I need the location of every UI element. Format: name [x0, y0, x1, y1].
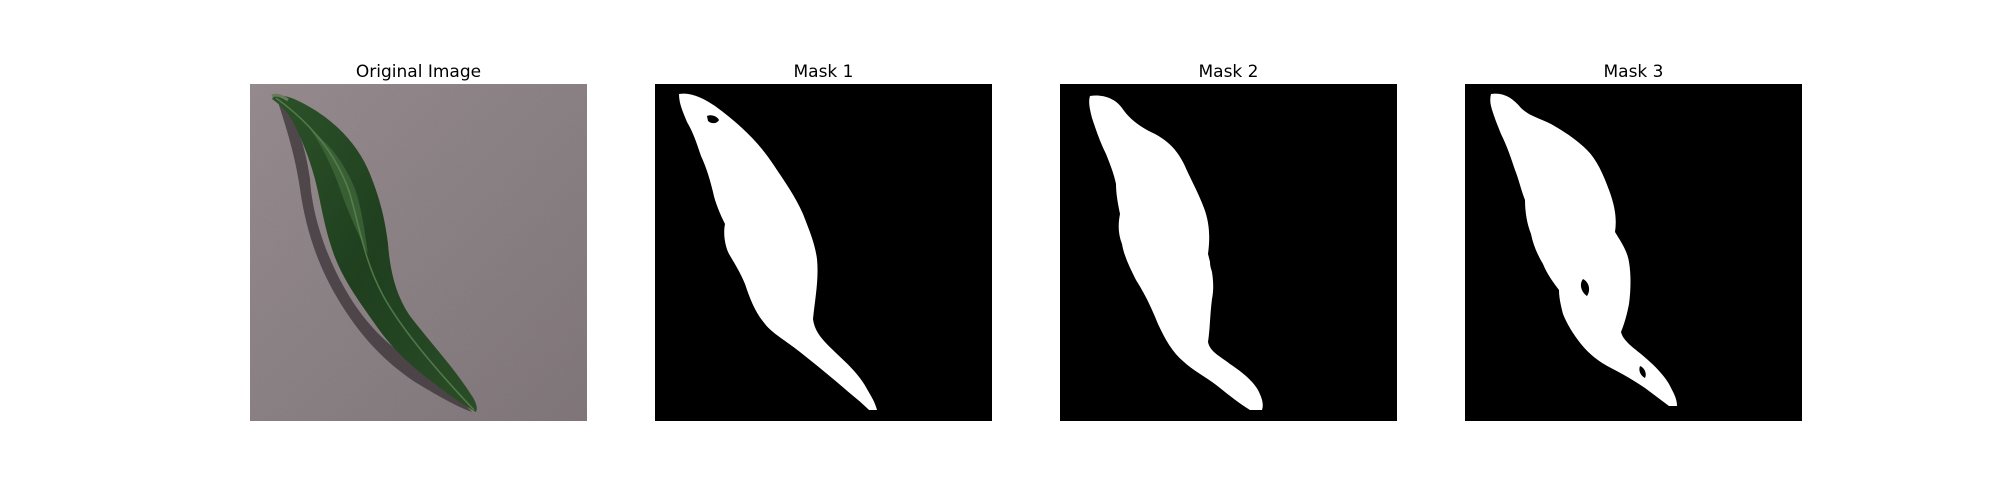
mask-shape — [679, 93, 877, 411]
mask-shape — [1490, 93, 1677, 407]
panel-title: Mask 2 — [1198, 62, 1259, 82]
original-leaf-photo — [250, 84, 587, 421]
panel-title: Mask 3 — [1603, 62, 1664, 82]
mask-hole — [707, 115, 719, 124]
mask-3-image — [1465, 84, 1802, 421]
mask-shape — [1089, 95, 1263, 410]
leaf — [272, 95, 477, 413]
panel-mask-3: Mask 3 — [1465, 60, 1802, 421]
leaf-stem — [271, 93, 289, 102]
leaf-midrib — [275, 97, 475, 411]
leaf-highlight — [310, 129, 368, 254]
mask-fragment — [1580, 312, 1586, 324]
mask-hole — [1639, 366, 1646, 378]
panel-mask-2: Mask 2 — [1060, 60, 1397, 421]
mask-hole — [1210, 262, 1219, 280]
panel-title: Mask 1 — [793, 62, 854, 82]
panel-mask-1: Mask 1 — [655, 60, 992, 421]
mask-1-image — [655, 84, 992, 421]
panel-title: Original Image — [355, 62, 482, 82]
mask-fragment — [736, 252, 742, 266]
mask-hole — [1580, 279, 1590, 296]
panel-original-image: Original Image — [250, 60, 587, 421]
leaf-shadow — [278, 102, 472, 412]
mask-2-image — [1060, 84, 1397, 421]
